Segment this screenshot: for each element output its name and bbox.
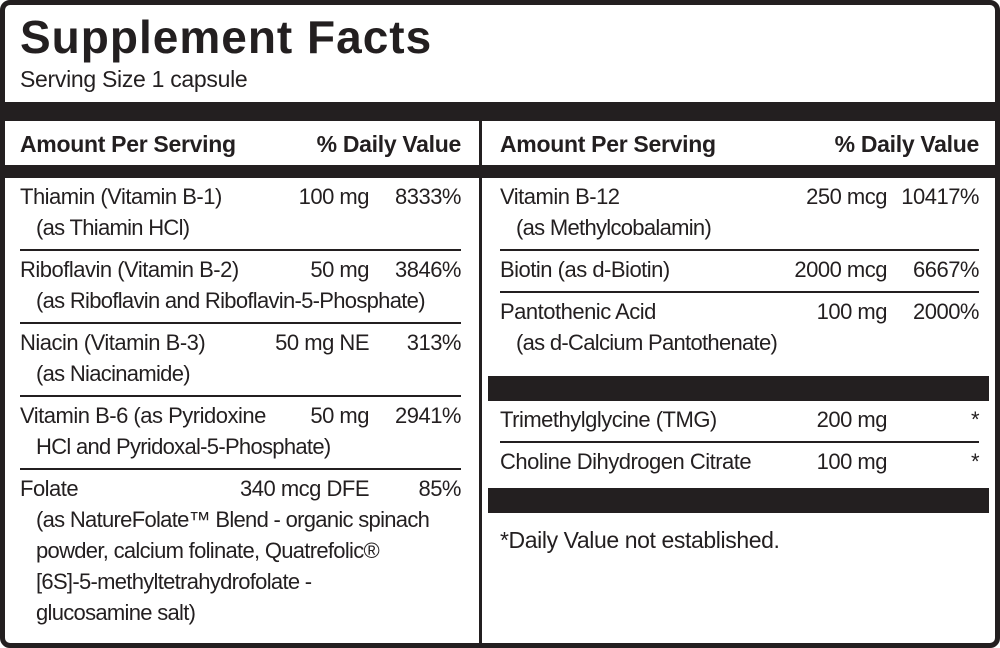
nutrient-row-trimethylglycine: Trimethylglycine (TMG) 200 mg * <box>500 401 980 441</box>
daily-value-footnote: *Daily Value not established. <box>500 527 780 553</box>
nutrient-form: (as Thiamin HCl) <box>36 215 190 240</box>
column-right: Amount Per Serving % Daily Value Vitamin… <box>482 121 995 643</box>
nutrient-daily-value: 2941% <box>394 403 462 428</box>
top-divider-bar <box>5 102 995 121</box>
nutrient-amount: 200 mg <box>816 407 888 432</box>
nutrient-form: (as NatureFolate™ Blend - organic spinac… <box>36 507 430 625</box>
nutrient-row-main: Biotin (as d-Biotin) 2000 mcg 6667% <box>500 255 980 285</box>
nutrient-row-vitamin-b12: Vitamin B-12 250 mcg 10417% (as Methylco… <box>500 178 980 249</box>
daily-value-header: % Daily Value <box>316 131 462 157</box>
nutrient-amount: 250 mcg <box>806 184 887 209</box>
nutrient-row-riboflavin: Riboflavin (Vitamin B-2) 50 mg 3846% (as… <box>20 249 462 322</box>
nutrient-row-main: Trimethylglycine (TMG) 200 mg * <box>500 405 980 435</box>
nutrient-row-thiamin: Thiamin (Vitamin B-1) 100 mg 8333% (as T… <box>20 178 462 249</box>
nutrient-daily-value: 10417% <box>901 184 979 209</box>
nutrient-name: Thiamin (Vitamin B-1) <box>20 184 222 209</box>
nutrient-name: Biotin (as d-Biotin) <box>500 257 670 282</box>
nutrient-rows-right: Vitamin B-12 250 mcg 10417% (as Methylco… <box>500 178 980 364</box>
nutrient-form: (as Niacinamide) <box>36 361 191 386</box>
column-left-header: Amount Per Serving % Daily Value <box>20 121 461 165</box>
nutrient-row-main: Pantothenic Acid 100 mg 2000% <box>500 297 980 327</box>
nutrient-row-pantothenic-acid: Pantothenic Acid 100 mg 2000% (as d-Calc… <box>500 291 980 364</box>
column-left: Amount Per Serving % Daily Value Thiamin… <box>5 121 482 643</box>
panel-header: Supplement Facts Serving Size 1 capsule <box>5 5 995 98</box>
nutrient-row-vitamin-b6: Vitamin B-6 (as Pyridoxine 50 mg 2941% H… <box>20 395 462 468</box>
nutrient-daily-value: 2000% <box>912 299 980 324</box>
nutrient-row-main: Folate 340 mcg DFE 85% <box>20 474 462 504</box>
nutrient-name: Vitamin B-12 <box>500 184 620 209</box>
nutrient-row-main: Niacin (Vitamin B-3) 50 mg NE 313% <box>20 328 462 358</box>
nutrient-row-main: Choline Dihydrogen Citrate 100 mg * <box>500 447 980 477</box>
nutrient-name: Pantothenic Acid <box>500 299 656 324</box>
nutrient-row-biotin: Biotin (as d-Biotin) 2000 mcg 6667% <box>500 249 980 291</box>
header-underline-bar <box>5 165 479 178</box>
nutrient-daily-value: * <box>970 449 980 474</box>
nutrient-form: (as d-Calcium Pantothenate) <box>516 330 778 355</box>
header-underline-bar <box>482 165 995 178</box>
nutrient-form: (as Methylcobalamin) <box>516 215 712 240</box>
nutrient-amount: 100 mg <box>816 299 888 324</box>
serving-size: Serving Size 1 capsule <box>20 66 248 92</box>
nutrient-amount: 340 mcg DFE <box>240 476 370 501</box>
nutrient-form: HCl and Pyridoxal-5-Phosphate) <box>36 434 331 459</box>
facts-columns: Amount Per Serving % Daily Value Thiamin… <box>5 121 995 643</box>
nutrient-row-main: Vitamin B-12 250 mcg 10417% <box>500 182 980 212</box>
nutrient-daily-value: * <box>970 407 980 432</box>
nutrient-daily-value: 8333% <box>394 184 462 209</box>
nutrient-daily-value: 313% <box>406 330 462 355</box>
section-divider-bar <box>488 488 989 513</box>
nutrient-amount: 2000 mcg <box>794 257 887 282</box>
panel-title: Supplement Facts <box>20 11 433 63</box>
nutrient-name: Choline Dihydrogen Citrate <box>500 449 752 474</box>
nutrient-amount: 100 mg <box>298 184 370 209</box>
nutrient-daily-value: 6667% <box>912 257 980 282</box>
nutrient-amount: 50 mg NE <box>275 330 369 355</box>
nutrient-row-folate: Folate 340 mcg DFE 85% (as NatureFolate™… <box>20 468 462 634</box>
nutrient-name: Niacin (Vitamin B-3) <box>20 330 206 355</box>
nutrient-name: Folate <box>20 476 79 501</box>
amount-per-serving-header: Amount Per Serving <box>20 131 236 157</box>
nutrient-form: (as Riboflavin and Riboflavin-5-Phosphat… <box>36 288 426 313</box>
nutrient-row-main: Riboflavin (Vitamin B-2) 50 mg 3846% <box>20 255 462 285</box>
section-divider-bar <box>488 376 989 401</box>
nutrient-row-main: Thiamin (Vitamin B-1) 100 mg 8333% <box>20 182 462 212</box>
amount-per-serving-header: Amount Per Serving <box>500 131 716 157</box>
nutrient-name: Trimethylglycine (TMG) <box>500 407 717 432</box>
nutrient-name: Riboflavin (Vitamin B-2) <box>20 257 239 282</box>
nutrient-name: Vitamin B-6 (as Pyridoxine <box>20 403 266 428</box>
nutrient-daily-value: 85% <box>418 476 461 501</box>
nutrient-amount: 100 mg <box>816 449 888 474</box>
nutrient-rows-left: Thiamin (Vitamin B-1) 100 mg 8333% (as T… <box>20 178 462 634</box>
other-ingredient-rows: Trimethylglycine (TMG) 200 mg * Choline … <box>500 401 980 483</box>
nutrient-amount: 50 mg <box>310 257 369 282</box>
nutrient-row-main: Vitamin B-6 (as Pyridoxine 50 mg 2941% <box>20 401 462 431</box>
nutrient-amount: 50 mg <box>310 403 369 428</box>
nutrient-row-choline: Choline Dihydrogen Citrate 100 mg * <box>500 441 980 483</box>
column-right-header: Amount Per Serving % Daily Value <box>500 121 979 165</box>
daily-value-header: % Daily Value <box>834 131 980 157</box>
nutrient-row-niacin: Niacin (Vitamin B-3) 50 mg NE 313% (as N… <box>20 322 462 395</box>
nutrient-daily-value: 3846% <box>394 257 462 282</box>
